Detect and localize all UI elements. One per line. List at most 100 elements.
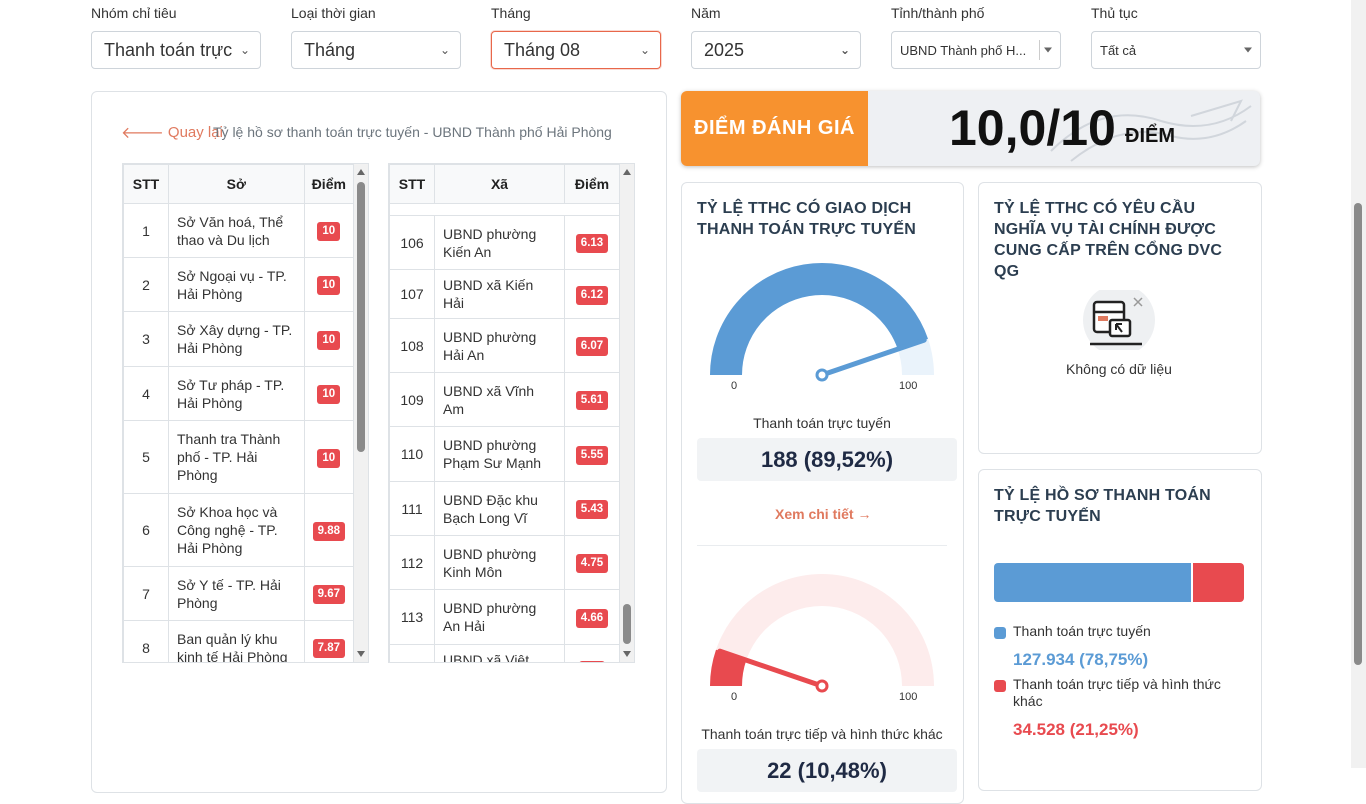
gauge-track	[710, 574, 934, 687]
score-value: 10,0/10	[949, 100, 1116, 156]
legend-label-online: Thanh toán trực tuyến	[1013, 623, 1151, 639]
table-row: 106 UBND phường Kiến An 6.13	[389, 215, 620, 270]
row-stt: 107	[389, 269, 435, 319]
row-score-cell: 9.88	[303, 493, 355, 567]
score-badge: 10	[317, 385, 341, 404]
card-divider	[697, 545, 947, 546]
group-select[interactable]: Thanh toán trực ⌄	[91, 31, 261, 69]
dropdown-arrow-icon	[1244, 47, 1252, 53]
scroll-thumb[interactable]	[357, 182, 365, 452]
row-name: UBND phường Hải An	[434, 318, 565, 373]
table-row: 6 Sở Khoa học và Công nghệ - TP. Hải Phòn…	[123, 493, 355, 567]
header-score[interactable]: Điểm	[303, 164, 355, 204]
score-badge: 10	[317, 448, 341, 468]
table-row: 3 Sở Xây dựng - TP. Hải Phòng 10	[123, 311, 355, 367]
row-name: UBND phường Kinh Môn	[434, 535, 565, 590]
gauge-min-label: 0	[731, 380, 738, 392]
table-row: 110 UBND phường Phạm Sư Mạnh 5.55	[389, 426, 620, 482]
page-scrollbar[interactable]	[1351, 0, 1366, 768]
ratio-bar-gap	[1190, 563, 1193, 602]
commune-table-scrollbar[interactable]	[620, 164, 634, 662]
scroll-up-icon[interactable]	[357, 169, 365, 175]
table-header-row: STT Xã Điểm	[389, 164, 620, 204]
ratio-bar	[994, 563, 1244, 602]
time-type-select[interactable]: Tháng ⌄	[291, 31, 461, 69]
table-row: 112 UBND phường Kinh Môn 4.75	[389, 535, 620, 590]
score-badge: 4.75	[575, 554, 609, 573]
chevron-down-icon: ⌄	[439, 43, 450, 57]
gauge-hub	[815, 679, 829, 693]
header-department[interactable]: Sở	[168, 164, 305, 204]
drum-pattern-icon	[1050, 99, 1252, 162]
gauge-needle	[819, 337, 927, 378]
score-label: ĐIỂM ĐÁNH GIÁ	[681, 91, 868, 166]
province-select[interactable]: UBND Thành phố H...	[891, 31, 1061, 69]
online-gauge	[710, 263, 934, 382]
legend-label-offline: Thanh toán trực tiếp và hình thức khác	[1013, 676, 1221, 709]
offline-gauge-label: Thanh toán trực tiếp và hình thức khác	[701, 726, 943, 742]
scroll-up-icon[interactable]	[623, 169, 631, 175]
row-score-cell: 4.66	[564, 589, 620, 645]
no-data-text: Không có dữ liệu	[1066, 361, 1172, 377]
header-stt[interactable]: STT	[389, 164, 435, 204]
table-row: 111 UBND Đặc khu Bạch Long Vĩ 5.43	[389, 481, 620, 536]
chevron-down-icon: ⌄	[239, 43, 250, 57]
row-stt: 4	[123, 366, 169, 421]
table-row: 7 Sở Y tế - TP. Hải Phòng 9.67	[123, 566, 355, 621]
row-name: Sở Ngoại vụ - TP. Hải Phòng	[168, 257, 305, 312]
header-stt[interactable]: STT	[123, 164, 169, 204]
row-score-cell: 6.13	[564, 215, 620, 270]
score-badge: 5.55	[575, 445, 609, 465]
row-name: UBND phường Kiến An	[434, 215, 565, 270]
back-link[interactable]: 🡐 Quay lại	[121, 122, 223, 143]
scroll-down-icon[interactable]	[357, 651, 365, 657]
row-score-cell: 10	[303, 257, 355, 312]
dropdown-arrow-icon	[1044, 47, 1052, 53]
table-row: 108 UBND phường Hải An 6.07	[389, 318, 620, 373]
row-score-cell: 5.43	[564, 481, 620, 536]
table-row: 4 Sở Tư pháp - TP. Hải Phòng 10	[123, 366, 355, 421]
row-stt: 7	[123, 566, 169, 621]
filter-label-month: Tháng	[491, 5, 531, 21]
filter-label-year: Năm	[691, 5, 721, 21]
view-detail-link[interactable]: Xem chi tiết →	[775, 506, 872, 522]
score-badge: 9.88	[312, 521, 345, 541]
time-type-select-value: Tháng	[304, 39, 356, 60]
department-table-scrollbar[interactable]	[354, 164, 368, 662]
score-badge: 4.66	[575, 608, 609, 628]
online-transaction-title: TỶ LỆ TTHC CÓ GIAO DỊCH THANH TOÁN TRỰC …	[697, 200, 916, 238]
page-scroll-thumb[interactable]	[1354, 203, 1362, 665]
header-commune[interactable]: Xã	[434, 164, 565, 204]
month-select[interactable]: Tháng 08 ⌄	[491, 31, 661, 69]
row-name: UBND xã Kiến Hải	[434, 269, 565, 319]
gauge-max-label: 100	[899, 691, 918, 703]
row-name: UBND xã Vĩnh Am	[434, 372, 565, 427]
table-row: 113 UBND phường An Hải 4.66	[389, 589, 620, 645]
header-score[interactable]: Điểm	[564, 164, 620, 204]
row-name: Sở Tư pháp - TP. Hải Phòng	[168, 366, 305, 421]
row-stt: 6	[123, 493, 169, 567]
row-name: UBND Đặc khu Bạch Long Vĩ	[434, 481, 565, 536]
row-score-cell: 6.12	[564, 269, 620, 319]
row-name: Sở Văn hoá, Thể thao và Du lịch	[168, 203, 305, 258]
row-name: UBND phường An Hải	[434, 589, 565, 645]
select-divider	[1039, 40, 1040, 60]
row-score-cell: 10	[303, 203, 355, 258]
row-stt: 2	[123, 257, 169, 312]
group-select-value: Thanh toán trực	[104, 39, 233, 60]
scroll-down-icon[interactable]	[623, 651, 631, 657]
score-badge: 4.6	[579, 660, 605, 662]
department-table: STT Sở Điểm 1 Sở Văn hoá, Thể thao và Du …	[122, 163, 369, 663]
procedure-select-value: Tất cả	[1100, 42, 1137, 58]
gauge-max-label: 100	[899, 380, 918, 392]
score-badge: 9.67	[312, 585, 345, 604]
row-score-cell: 4.75	[564, 535, 620, 590]
scroll-thumb[interactable]	[623, 604, 631, 644]
online-dossier-title: TỶ LỆ HỒ SƠ THANH TOÁN TRỰC TUYẾN	[994, 487, 1211, 525]
procedure-select[interactable]: Tất cả	[1091, 31, 1261, 69]
table-row: 2 Sở Ngoại vụ - TP. Hải Phòng 10	[123, 257, 355, 312]
score-unit: ĐIỂM	[1125, 125, 1175, 147]
row-stt: 110	[389, 426, 435, 482]
year-select[interactable]: 2025 ⌄	[691, 31, 861, 69]
score-badge: 10	[317, 330, 341, 350]
